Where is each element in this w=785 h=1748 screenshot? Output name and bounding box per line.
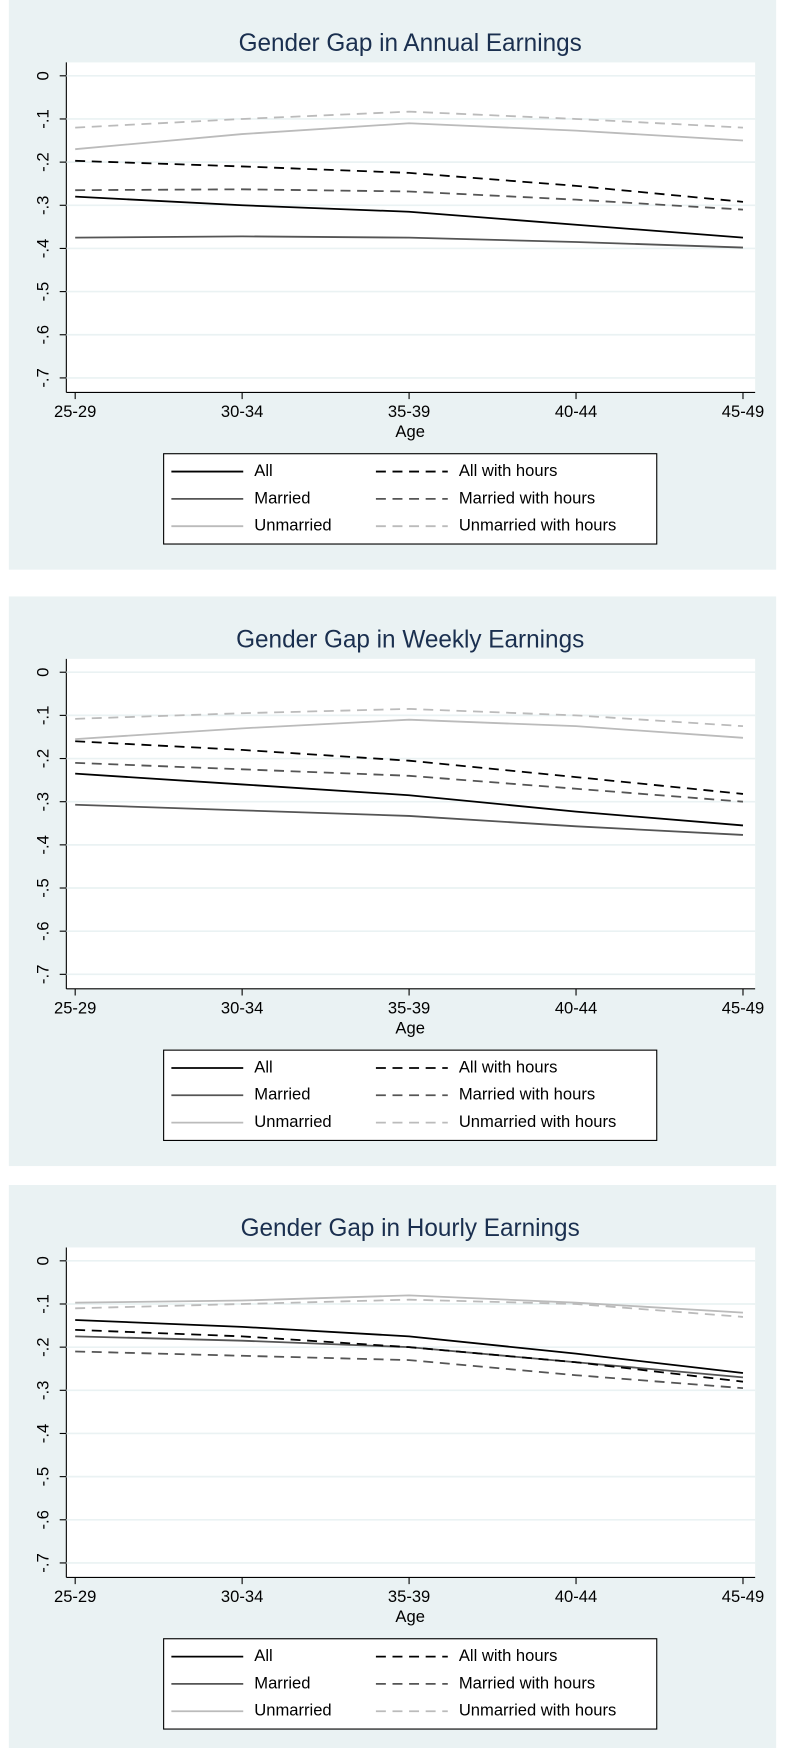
legend-label: All with hours: [459, 1057, 558, 1076]
y-tick-label: -.7: [34, 1553, 53, 1573]
legend-label: Unmarried with hours: [459, 1112, 617, 1131]
series-line: [75, 1294, 744, 1314]
series-line: [75, 122, 744, 151]
chart-panel: Gender Gap in Weekly Earnings 0 -.1 -.2 -.3 -…: [8, 596, 777, 1167]
chart-panel: Gender Gap in Hourly Earnings 0 -.1 -.2 -.3 -…: [8, 1185, 777, 1748]
legend-label: All: [254, 461, 272, 480]
x-tick-label: 40-44: [555, 1587, 597, 1606]
legend-label: Married with hours: [459, 488, 595, 507]
x-tick-label: 40-44: [555, 402, 597, 421]
legend-label: Married: [254, 488, 310, 507]
plot-area: [66, 62, 756, 393]
x-tick-label: 30-34: [221, 402, 263, 421]
y-tick-label: -.7: [34, 368, 53, 388]
y-tick-label: -.6: [34, 325, 53, 345]
chart-title: Gender Gap in Hourly Earnings: [241, 1215, 580, 1242]
y-tick-label: -.5: [34, 282, 53, 302]
y-tick-label: -.2: [34, 1337, 53, 1357]
y-tick-label: 0: [34, 1256, 53, 1265]
y-tick-label: -.6: [34, 1510, 53, 1530]
legend-label: Married with hours: [459, 1673, 595, 1692]
legend-label: Unmarried: [254, 516, 331, 535]
y-tick-label: -.2: [34, 152, 53, 172]
y-tick-label: -.3: [34, 1381, 53, 1401]
legend-label: Married with hours: [459, 1085, 595, 1104]
series-line: [75, 740, 744, 795]
x-axis-label: Age: [395, 1607, 424, 1626]
y-tick-label: -.3: [34, 792, 53, 812]
series-line: [75, 195, 744, 239]
y-tick-label: -.5: [34, 1467, 53, 1487]
plot-area: [66, 1247, 756, 1578]
chart-title: Gender Gap in Weekly Earnings: [236, 626, 584, 653]
y-tick-label: -.6: [34, 921, 53, 941]
series-line: [75, 110, 744, 129]
legend-label: Unmarried with hours: [459, 1701, 617, 1720]
x-tick-label: 35-39: [388, 402, 430, 421]
legend-label: All with hours: [459, 461, 558, 480]
series-line: [75, 772, 744, 827]
series-line: [75, 803, 744, 836]
legend-label: Married: [254, 1085, 310, 1104]
y-tick-label: -.1: [34, 109, 53, 129]
y-tick-label: -.2: [34, 749, 53, 769]
legend-label: All: [254, 1646, 272, 1665]
legend-label: Married: [254, 1673, 310, 1692]
x-tick-label: 45-49: [722, 1587, 764, 1606]
series-line: [75, 718, 744, 741]
chart-panel: Gender Gap in Annual Earnings 0 -.1 -.2 -.3 -…: [8, 0, 777, 570]
series-line: [75, 159, 744, 203]
x-tick-label: 25-29: [54, 1587, 96, 1606]
series-line: [75, 1319, 744, 1374]
y-tick-label: 0: [34, 668, 53, 677]
series-line: [75, 708, 744, 728]
x-tick-label: 25-29: [54, 998, 96, 1017]
x-tick-label: 45-49: [722, 998, 764, 1017]
x-tick-label: 25-29: [54, 402, 96, 421]
x-tick-label: 35-39: [388, 1587, 430, 1606]
legend-label: Unmarried with hours: [459, 516, 617, 535]
series-line: [75, 1298, 744, 1318]
x-tick-label: 45-49: [722, 402, 764, 421]
x-tick-label: 35-39: [388, 998, 430, 1017]
y-tick-label: -.7: [34, 965, 53, 985]
x-axis-label: Age: [395, 1018, 424, 1037]
series-line: [75, 188, 744, 211]
x-tick-label: 30-34: [221, 998, 263, 1017]
series-line: [75, 1328, 744, 1383]
y-tick-label: -.4: [34, 835, 53, 855]
y-tick-label: -.5: [34, 878, 53, 898]
y-tick-label: -.4: [34, 239, 53, 259]
y-tick-label: 0: [34, 71, 53, 80]
x-tick-label: 30-34: [221, 1587, 263, 1606]
series-line: [75, 235, 744, 249]
legend-label: All: [254, 1057, 272, 1076]
legend-label: Unmarried: [254, 1112, 331, 1131]
y-tick-label: -.1: [34, 706, 53, 726]
series-line: [75, 761, 744, 803]
x-tick-label: 40-44: [555, 998, 597, 1017]
y-tick-label: -.3: [34, 196, 53, 216]
series-line: [75, 1350, 744, 1390]
legend-label: All with hours: [459, 1646, 558, 1665]
legend-label: Unmarried: [254, 1701, 331, 1720]
plot-area: [66, 658, 756, 989]
y-tick-label: -.4: [34, 1424, 53, 1444]
y-tick-label: -.1: [34, 1294, 53, 1314]
chart-title: Gender Gap in Annual Earnings: [239, 30, 582, 57]
x-axis-label: Age: [395, 422, 424, 441]
